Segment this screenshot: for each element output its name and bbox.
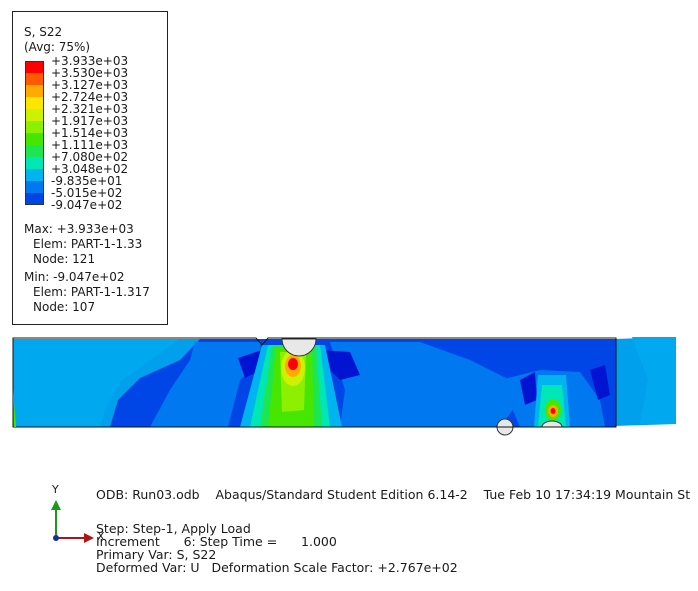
legend-min-node: Node: 107 [33,300,96,314]
legend-tick-labels: +3.933e+03 +3.530e+03 +3.127e+03 +2.724e… [51,55,128,211]
contour-region [590,365,610,400]
legend-tick: +7.080e+02 [51,150,129,164]
legend-swatch [25,181,44,193]
legend-swatch [25,109,44,121]
contour-region [13,390,16,427]
contour-region [320,350,360,380]
contour-region [632,337,676,424]
contour-region [288,358,298,370]
legend-max-value: Max: +3.933e+03 [24,222,134,236]
loading-pin [281,338,317,357]
contour-region [330,342,520,427]
legend-swatch [25,121,44,133]
legend-tick: +1.111e+03 [51,138,129,152]
legend-swatch [25,169,44,181]
legend-tick: +2.724e+03 [51,90,129,104]
primary-var-info: Primary Var: S, S22 [96,547,217,562]
legend-tick: +3.530e+03 [51,66,129,80]
contour-region [520,372,537,405]
legend-swatch [25,73,44,85]
legend-averaging: (Avg: 75%) [24,40,91,54]
legend-tick: +3.127e+03 [51,78,129,92]
legend-swatch [25,145,44,157]
contour-legend: S, S22 (Avg: 75%) +3.933e+03 +3.530e+03 … [12,11,168,325]
legend-min-block: Min: -9.047e+02 Elem: PART-1-1.317 Node:… [24,270,150,315]
legend-tick: -5.015e+02 [51,186,123,200]
odb-info: ODB: Run03.odb Abaqus/Standard Student E… [96,487,691,502]
triad-x-arrow [84,533,94,543]
model-viewport[interactable] [0,0,698,440]
contour-region [550,408,556,414]
support-pin [541,420,563,428]
legend-tick: -9.835e+01 [51,174,123,188]
legend-min-value: Min: -9.047e+02 [24,270,125,284]
legend-max-node: Node: 121 [33,252,96,266]
legend-swatch [25,61,44,73]
increment-info: Increment 6: Step Time = 1.000 [96,534,337,549]
triad-x-label: X [97,530,105,543]
legend-tick: +3.048e+02 [51,162,129,176]
legend-tick: +3.933e+03 [51,54,129,68]
contour-region [150,342,262,427]
legend-tick: +1.514e+03 [51,126,129,140]
contour-region [13,339,180,427]
triad-y-arrow [51,500,61,510]
legend-tick: +1.917e+03 [51,114,129,128]
legend-tick: +2.321e+03 [51,102,129,116]
legend-color-bar [25,61,44,205]
legend-variable: S, S22 [24,25,63,39]
legend-max-elem: Elem: PART-1-1.33 [33,237,143,251]
step-info: Step: Step-1, Apply Load [96,521,251,536]
legend-max-block: Max: +3.933e+03 Elem: PART-1-1.33 Node: … [24,222,142,267]
legend-swatch [25,133,44,145]
legend-swatch [25,85,44,97]
legend-swatch [25,193,44,205]
legend-min-elem: Elem: PART-1-1.317 [33,285,150,299]
triad-z-axis [53,535,59,541]
legend-swatch [25,157,44,169]
deformed-var-info: Deformed Var: U Deformation Scale Factor… [96,560,458,575]
triad-y-label: Y [52,483,59,496]
undeformed-outline [12,337,617,428]
legend-tick: -9.047e+02 [51,198,123,212]
legend-swatch [25,97,44,109]
